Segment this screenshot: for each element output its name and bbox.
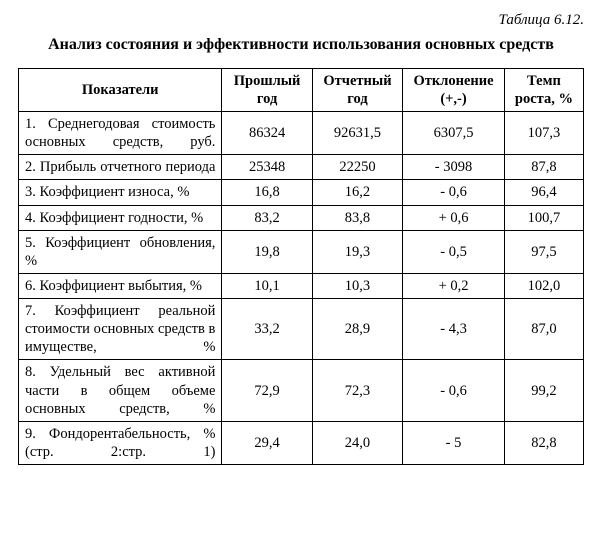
cell-prev: 83,2 (222, 205, 312, 230)
table-row: 7. Коэффициент реальной стоимости основн… (19, 299, 584, 360)
cell-indicator: 7. Коэффициент реальной стоимости основн… (19, 299, 222, 360)
cell-prev: 72,9 (222, 360, 312, 421)
cell-curr: 19,3 (312, 230, 402, 273)
cell-curr: 83,8 (312, 205, 402, 230)
cell-rate: 82,8 (504, 421, 583, 464)
cell-indicator: 6. Коэффициент выбытия, % (19, 273, 222, 298)
cell-curr: 92631,5 (312, 112, 402, 155)
cell-delta: - 0,6 (403, 180, 505, 205)
cell-rate: 96,4 (504, 180, 583, 205)
col-indicator: Показатели (19, 68, 222, 111)
cell-curr: 10,3 (312, 273, 402, 298)
cell-delta: + 0,6 (403, 205, 505, 230)
cell-delta: - 0,5 (403, 230, 505, 273)
data-table: Показатели Прошлый год Отчетный год Откл… (18, 68, 584, 465)
table-row: 1. Среднегодовая стоимость основных сред… (19, 112, 584, 155)
cell-prev: 19,8 (222, 230, 312, 273)
cell-prev: 16,8 (222, 180, 312, 205)
cell-indicator: 9. Фондорентабельность, % (стр. 2:стр. 1… (19, 421, 222, 464)
cell-delta: - 4,3 (403, 299, 505, 360)
col-prev: Прошлый год (222, 68, 312, 111)
cell-curr: 16,2 (312, 180, 402, 205)
cell-indicator: 5. Коэффициент обновления, % (19, 230, 222, 273)
table-row: 9. Фондорентабельность, % (стр. 2:стр. 1… (19, 421, 584, 464)
cell-prev: 10,1 (222, 273, 312, 298)
cell-curr: 22250 (312, 155, 402, 180)
table-caption: Таблица 6.12. (18, 12, 584, 29)
cell-delta: + 0,2 (403, 273, 505, 298)
cell-prev: 25348 (222, 155, 312, 180)
cell-delta: - 3098 (403, 155, 505, 180)
cell-indicator: 8. Удельный вес активной части в общем о… (19, 360, 222, 421)
cell-rate: 87,8 (504, 155, 583, 180)
col-rate: Темп роста, % (504, 68, 583, 111)
table-body: 1. Среднегодовая стоимость основных сред… (19, 112, 584, 465)
cell-rate: 99,2 (504, 360, 583, 421)
cell-rate: 87,0 (504, 299, 583, 360)
cell-rate: 100,7 (504, 205, 583, 230)
cell-delta: 6307,5 (403, 112, 505, 155)
col-curr: Отчетный год (312, 68, 402, 111)
cell-prev: 33,2 (222, 299, 312, 360)
cell-rate: 97,5 (504, 230, 583, 273)
cell-indicator: 3. Коэффициент износа, % (19, 180, 222, 205)
col-delta: Отклонение (+,-) (403, 68, 505, 111)
cell-delta: - 5 (403, 421, 505, 464)
cell-rate: 102,0 (504, 273, 583, 298)
table-row: 6. Коэффициент выбытия, %10,110,3+ 0,210… (19, 273, 584, 298)
table-row: 4. Коэффициент годности, %83,283,8+ 0,61… (19, 205, 584, 230)
table-header-row: Показатели Прошлый год Отчетный год Откл… (19, 68, 584, 111)
cell-indicator: 2. Прибыль отчетного периода (19, 155, 222, 180)
cell-delta: - 0,6 (403, 360, 505, 421)
table-title: Анализ состояния и эффективности использ… (18, 35, 584, 56)
cell-curr: 28,9 (312, 299, 402, 360)
table-row: 5. Коэффициент обновления, %19,819,3- 0,… (19, 230, 584, 273)
cell-curr: 24,0 (312, 421, 402, 464)
table-row: 3. Коэффициент износа, %16,816,2- 0,696,… (19, 180, 584, 205)
cell-rate: 107,3 (504, 112, 583, 155)
cell-indicator: 4. Коэффициент годности, % (19, 205, 222, 230)
table-row: 8. Удельный вес активной части в общем о… (19, 360, 584, 421)
cell-curr: 72,3 (312, 360, 402, 421)
table-row: 2. Прибыль отчетного периода2534822250- … (19, 155, 584, 180)
cell-prev: 86324 (222, 112, 312, 155)
cell-prev: 29,4 (222, 421, 312, 464)
cell-indicator: 1. Среднегодовая стоимость основных сред… (19, 112, 222, 155)
